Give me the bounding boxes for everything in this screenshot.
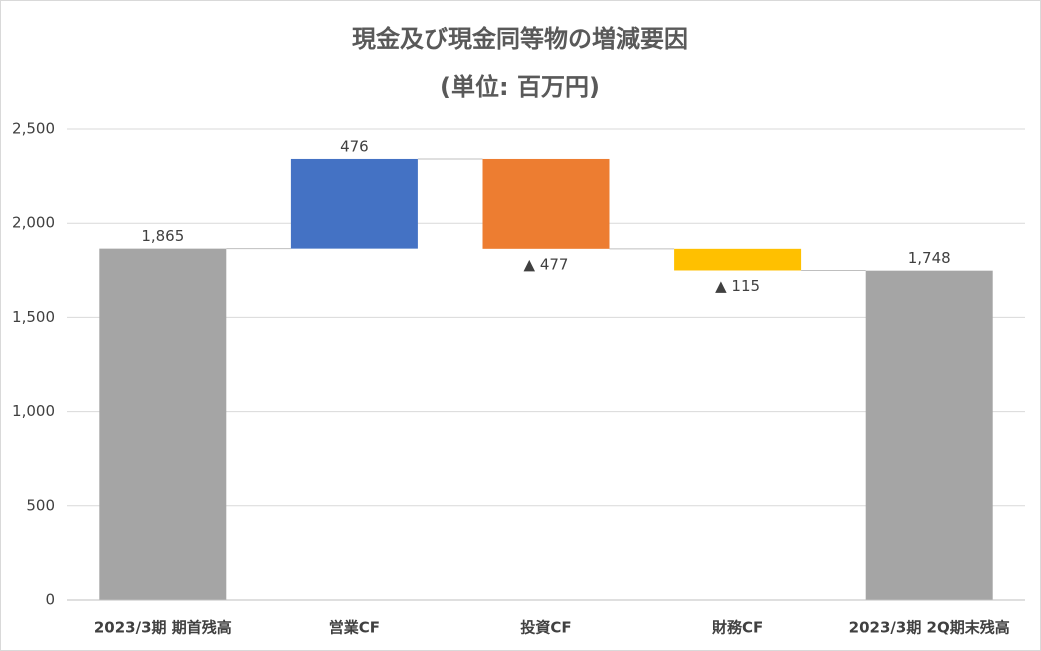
data-label: 476 — [340, 137, 369, 155]
data-label: ▲ 115 — [715, 277, 760, 295]
x-tick-label: 財務CF — [711, 619, 763, 637]
y-tick-label: 0 — [45, 591, 55, 609]
y-tick-label: 1,000 — [12, 402, 55, 420]
bar — [99, 248, 227, 600]
data-label: 1,748 — [908, 249, 951, 267]
chart-subtitle: (単位: 百万円) — [440, 73, 600, 101]
bar — [674, 248, 802, 271]
y-tick-label: 2,500 — [12, 120, 55, 138]
y-tick-label: 2,000 — [12, 214, 55, 232]
y-tick-label: 1,500 — [12, 308, 55, 326]
x-tick-label: 投資CF — [520, 619, 571, 637]
bar — [290, 158, 418, 249]
y-tick-label: 500 — [26, 496, 55, 514]
bar — [482, 158, 610, 249]
data-label: 1,865 — [141, 227, 184, 245]
data-label: ▲ 477 — [524, 255, 569, 273]
x-tick-label: 営業CF — [329, 619, 380, 637]
chart-title: 現金及び現金同等物の増減要因 — [352, 25, 688, 53]
bar — [865, 270, 993, 600]
x-tick-label: 2023/3期 期首残高 — [94, 619, 232, 637]
x-tick-label: 2023/3期 2Q期末残高 — [849, 619, 1010, 637]
